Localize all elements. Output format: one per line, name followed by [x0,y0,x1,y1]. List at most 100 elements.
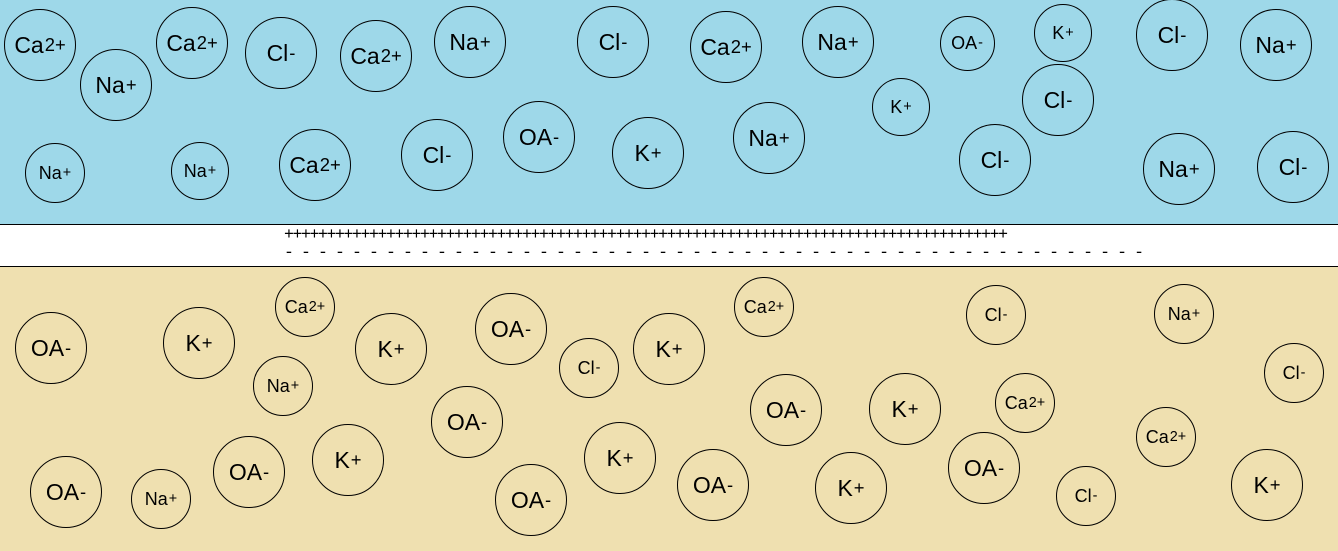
ion-symbol: Cl [1282,362,1300,383]
ion-symbol: Na [95,71,125,98]
ion-symbol: Na [1158,155,1188,182]
intracellular-ion-ca: Ca 2+ [1136,407,1196,467]
extracellular-ion-na: Na + [1143,133,1215,205]
ion-symbol: K [634,139,650,166]
ion-symbol: Ca [743,296,767,317]
ion-symbol: K [185,329,201,356]
ion-symbol: K [334,446,350,473]
ion-symbol: Cl [422,141,445,168]
intracellular-ion-ca: Ca 2+ [275,277,335,337]
ion-symbol: Na [266,375,290,396]
intracellular-ion-na: Na + [131,469,191,529]
extracellular-ion-oa: OA - [503,101,575,173]
extracellular-ion-na: Na + [802,6,874,78]
extracellular-ion-cl: Cl - [1257,131,1329,203]
ion-symbol: OA [951,32,978,53]
membrane-positive-charges: ++++++++++++++++++++++++++++++++++++++++… [284,227,1008,244]
intracellular-ion-oa: OA - [677,449,749,521]
intracellular-ion-oa: OA - [475,293,547,365]
ion-symbol: K [891,395,907,422]
ion-symbol: OA [490,315,525,342]
intracellular-ion-oa: OA - [495,464,567,536]
ion-symbol: Na [1167,303,1191,324]
extracellular-ion-na: Na + [1240,9,1312,81]
extracellular-ion-na: Na + [171,142,229,200]
ion-symbol: Ca [350,42,380,69]
extracellular-ion-ca: Ca 2+ [690,11,762,83]
ion-symbol: Cl [598,28,621,55]
intracellular-ion-k: K + [1231,449,1303,521]
intracellular-ion-oa: OA - [15,312,87,384]
ion-symbol: Cl [1043,86,1066,113]
ion-symbol: Ca [1145,426,1169,447]
extracellular-ion-na: Na + [25,143,85,203]
intracellular-ion-oa: OA - [750,374,822,446]
extracellular-ion-oa: OA - [939,15,995,71]
ion-symbol: Ca [166,29,196,56]
intracellular-ion-k: K + [869,373,941,445]
ion-symbol: K [1253,471,1269,498]
intracellular-fluid-region: OA - K + Ca 2+ K + OA - Na + Cl - K + Ca 2+ Cl - Na + Cl - OA - OA… [0,267,1338,551]
ion-symbol: K [655,335,671,362]
ion-symbol: Cl [1278,153,1301,180]
ion-symbol: Na [183,160,207,181]
extracellular-ion-ca: Ca 2+ [340,20,412,92]
ion-symbol: Cl [1157,21,1180,48]
intracellular-ion-cl: Cl - [966,285,1026,345]
ion-symbol: Na [1255,31,1285,58]
intracellular-ion-ca: Ca 2+ [995,373,1055,433]
ion-symbol: Cl [1074,485,1092,506]
extracellular-fluid-region: Ca 2+ Na + Ca 2+ Cl - Ca 2+ Na + Cl - Ca 2+ Na + OA - K + Cl - N… [0,0,1338,224]
extracellular-ion-cl: Cl - [959,124,1031,196]
extracellular-ion-ca: Ca 2+ [156,7,228,79]
cell-membrane: ++++++++++++++++++++++++++++++++++++++++… [0,224,1338,267]
ion-symbol: Na [748,124,778,151]
intracellular-ion-cl: Cl - [559,338,619,398]
extracellular-ion-cl: Cl - [577,6,649,78]
intracellular-ion-k: K + [355,313,427,385]
ion-symbol: Cl [266,39,289,66]
extracellular-ion-na: Na + [733,102,805,174]
intracellular-ion-oa: OA - [948,432,1020,504]
ion-symbol: OA [963,454,998,481]
intracellular-ion-k: K + [163,307,235,379]
intracellular-ion-cl: Cl - [1056,466,1116,526]
extracellular-ion-ca: Ca 2+ [4,9,76,81]
ion-symbol: Na [449,28,479,55]
intracellular-ion-na: Na + [1154,284,1214,344]
ion-symbol: Cl [984,304,1002,325]
ion-symbol: OA [228,458,263,485]
extracellular-ion-cl: Cl - [401,119,473,191]
intracellular-ion-k: K + [312,424,384,496]
ion-symbol: Cl [577,357,595,378]
extracellular-ion-na: Na + [434,6,506,78]
ion-symbol: OA [518,123,553,150]
intracellular-ion-k: K + [633,313,705,385]
ion-symbol: Cl [980,146,1003,173]
extracellular-ion-cl: Cl - [1136,0,1208,71]
ion-symbol: K [890,96,903,117]
extracellular-ion-cl: Cl - [1022,64,1094,136]
intracellular-ion-k: K + [584,422,656,494]
ion-symbol: Ca [700,33,730,60]
intracellular-ion-ca: Ca 2+ [734,277,794,337]
ion-symbol: K [606,444,622,471]
intracellular-ion-k: K + [815,452,887,524]
extracellular-ion-k: K + [872,78,930,136]
ion-symbol: Na [144,488,168,509]
ion-symbol: OA [765,396,800,423]
ion-symbol: OA [30,334,65,361]
ion-symbol: Ca [1004,392,1028,413]
ion-symbol: OA [446,408,481,435]
ion-symbol: K [377,335,393,362]
ion-symbol: Na [38,162,62,183]
intracellular-ion-oa: OA - [213,436,285,508]
ion-symbol: OA [45,478,80,505]
intracellular-ion-na: Na + [253,356,313,416]
ion-symbol: OA [510,486,545,513]
membrane-negative-charges: - - - - - - - - - - - - - - - - - - - - … [284,245,1144,262]
extracellular-ion-na: Na + [80,49,152,121]
ion-symbol: Ca [284,296,308,317]
extracellular-ion-k: K + [1034,4,1092,62]
ion-symbol: K [1052,22,1065,43]
